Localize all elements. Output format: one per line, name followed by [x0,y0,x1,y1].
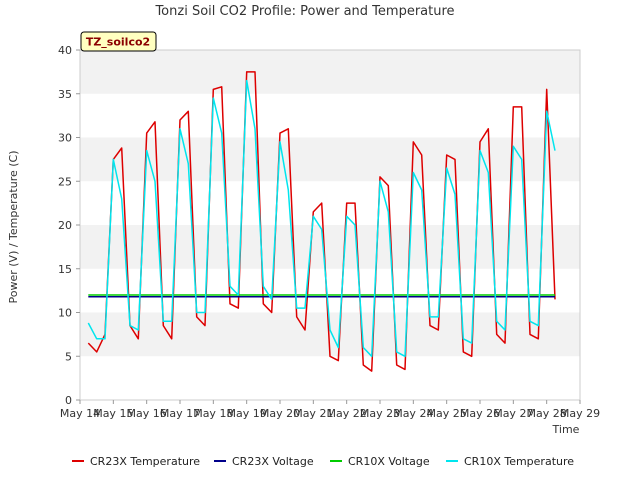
chart-title: Tonzi Soil CO2 Profile: Power and Temper… [154,4,454,19]
x-tick-label: May 28 [527,407,567,420]
x-tick-label: May 25 [427,407,467,420]
x-axis-label: Time [552,423,580,436]
legend-label: CR10X Temperature [464,455,574,468]
x-tick-label: May 17 [160,407,200,420]
y-axis-label: Power (V) / Temperature (C) [7,150,20,303]
legend: CR23X Temperature CR23X Voltage CR10X Volt… [72,455,574,468]
grid-band [80,137,580,182]
series-lines [87,71,556,372]
x-tick-label: May 15 [93,407,133,420]
legend-label: CR23X Temperature [90,455,200,468]
x-tick-label: May 21 [293,407,333,420]
legend-item: CR10X Voltage [330,455,430,468]
x-tick-label: May 18 [193,407,233,420]
grid-band [80,50,580,94]
y-tick-label: 40 [58,44,72,57]
x-tick-label: May 27 [493,407,533,420]
legend-item: CR10X Temperature [446,455,574,468]
x-tick-label: May 22 [327,407,367,420]
legend-label: CR10X Voltage [348,455,430,468]
x-tick-label: May 20 [260,407,300,420]
y-tick-label: 15 [58,263,72,276]
y-tick-label: 20 [58,219,72,232]
grid-band [80,181,580,225]
y-tick-label: 25 [58,175,72,188]
x-tick-label: May 29 [560,407,600,420]
y-axis: 0 5 10 15 20 25 30 35 40 [58,44,80,407]
y-tick-label: 35 [58,88,72,101]
x-tick-label: May 16 [127,407,167,420]
y-tick-label: 30 [58,132,72,145]
y-tick-label: 10 [58,307,72,320]
x-tick-label: May 19 [227,407,267,420]
x-tick-label: May 26 [460,407,500,420]
y-tick-label: 5 [65,350,72,363]
x-tick-label: May 14 [60,407,100,420]
legend-label: CR23X Voltage [232,455,314,468]
grid-band [80,268,580,313]
badge-label: TZ_soilco2 [86,36,150,49]
legend-item: CR23X Temperature [72,455,200,468]
x-tick-label: May 23 [360,407,400,420]
grid-band [80,356,580,400]
grid-band [80,225,580,269]
instrument-badge: TZ_soilco2 [80,31,157,52]
x-tick-label: May 24 [393,407,433,420]
series-line-4 [87,79,556,358]
badge-box [80,31,157,52]
legend-item: CR23X Voltage [214,455,314,468]
y-tick-label: 0 [65,394,72,407]
grid-band [80,93,580,138]
